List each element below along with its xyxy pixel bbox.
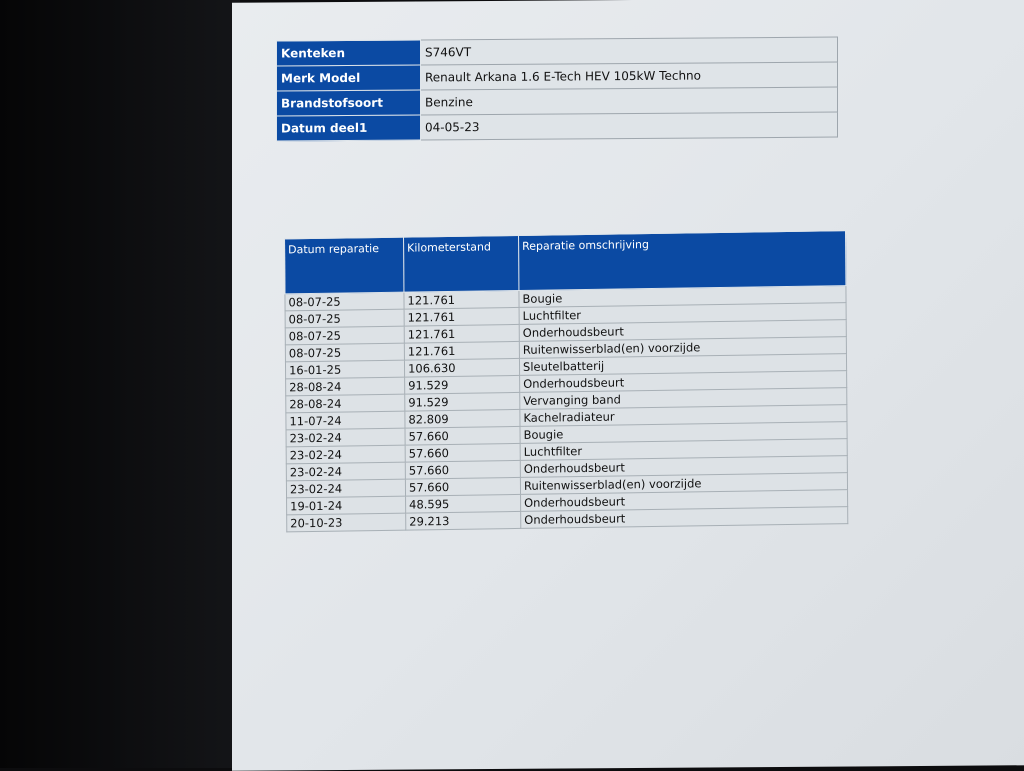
info-label: Kenteken	[276, 39, 421, 66]
column-header-date: Datum reparatie	[284, 237, 404, 294]
repair-mileage: 121.761	[403, 290, 520, 310]
repair-history-table: Datum reparatie Kilometerstand Reparatie…	[284, 230, 848, 532]
info-label: Datum deel1	[276, 114, 421, 141]
repair-date: 08-07-25	[285, 326, 405, 345]
info-label: Merk Model	[276, 64, 421, 91]
repair-mileage: 29.213	[405, 511, 521, 531]
repair-date: 23-02-24	[286, 445, 406, 464]
info-row: Merk Model Renault Arkana 1.6 E-Tech HEV …	[276, 62, 838, 91]
repair-date: 11-07-24	[285, 411, 406, 430]
repair-mileage: 121.761	[404, 307, 520, 327]
repair-mileage: 57.660	[405, 443, 521, 463]
column-header-mileage: Kilometerstand	[403, 235, 519, 293]
vehicle-info-table: Kenteken S746VT Merk Model Renault Arkana 1…	[276, 37, 838, 142]
repair-date: 08-07-25	[285, 343, 405, 362]
info-row: Kenteken S746VT	[276, 37, 838, 66]
table-header-row: Datum reparatie Kilometerstand Reparatie…	[284, 230, 846, 294]
info-value: 04-05-23	[420, 112, 838, 140]
repair-date: 20-10-23	[286, 513, 406, 532]
repair-date: 28-08-24	[285, 377, 405, 396]
repair-mileage: 91.529	[404, 392, 520, 412]
info-value: Benzine	[420, 87, 838, 115]
repair-date: 16-01-25	[285, 360, 405, 379]
column-header-description: Reparatie omschrijving	[518, 230, 846, 291]
repair-mileage: 106.630	[404, 358, 520, 378]
document-page: Kenteken S746VT Merk Model Renault Arkana 1…	[232, 0, 1024, 771]
repair-mileage: 121.761	[404, 341, 520, 361]
repair-date: 28-08-24	[285, 394, 405, 413]
info-label: Brandstofsoort	[276, 89, 421, 116]
repair-mileage: 121.761	[404, 324, 520, 344]
repair-date: 08-07-25	[285, 309, 405, 328]
monitor-bezel	[0, 0, 240, 768]
repair-mileage: 57.660	[405, 460, 521, 480]
info-row: Brandstofsoort Benzine	[276, 87, 838, 116]
repair-mileage: 82.809	[404, 409, 520, 429]
repair-date: 23-02-24	[286, 462, 406, 481]
repair-mileage: 57.660	[405, 477, 521, 497]
info-value: S746VT	[420, 37, 838, 65]
repair-mileage: 91.529	[404, 375, 520, 395]
info-row: Datum deel1 04-05-23	[276, 112, 838, 141]
repair-mileage: 48.595	[405, 494, 521, 514]
repair-mileage: 57.660	[405, 426, 521, 446]
info-value: Renault Arkana 1.6 E-Tech HEV 105kW Tech…	[420, 62, 838, 90]
repair-description: Onderhoudsbeurt	[520, 506, 848, 529]
repair-date: 19-01-24	[286, 496, 406, 515]
repair-date: 23-02-24	[286, 479, 406, 498]
repair-date: 23-02-24	[286, 428, 406, 447]
repair-date: 08-07-25	[284, 292, 405, 311]
